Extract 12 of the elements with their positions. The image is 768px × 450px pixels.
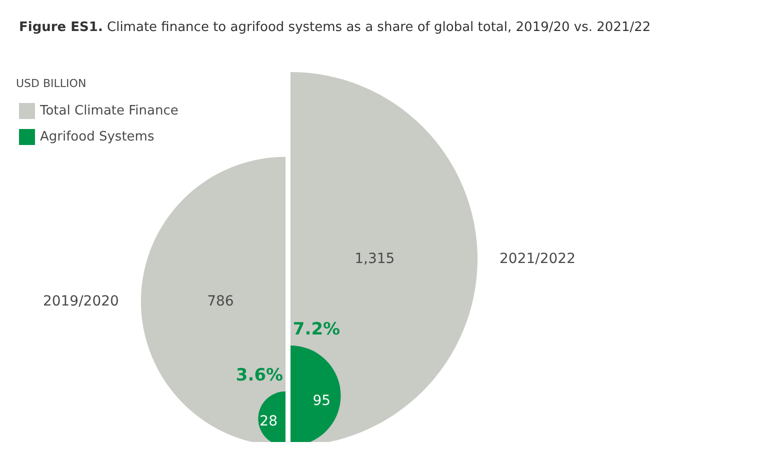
text: 3.6% <box>236 365 284 386</box>
category-label: 2019/2020 <box>42 293 119 310</box>
data-label: 95 <box>312 392 331 409</box>
data-label: 786 <box>207 293 234 310</box>
legend-title: USD BILLION <box>16 77 86 90</box>
legend-label: Agrifood Systems <box>40 130 154 144</box>
data-label: 28 <box>260 413 278 430</box>
data-label: 1,315 <box>354 251 395 267</box>
text: Figure ES1. Climate finance to agrifood systems as a share of global total, 2019/20 vs. 2021/22 <box>19 20 651 35</box>
text: 7.2% <box>292 319 340 340</box>
category-label: 2021/2022 <box>500 251 576 267</box>
legend-label: Total Climate Finance <box>39 104 178 118</box>
